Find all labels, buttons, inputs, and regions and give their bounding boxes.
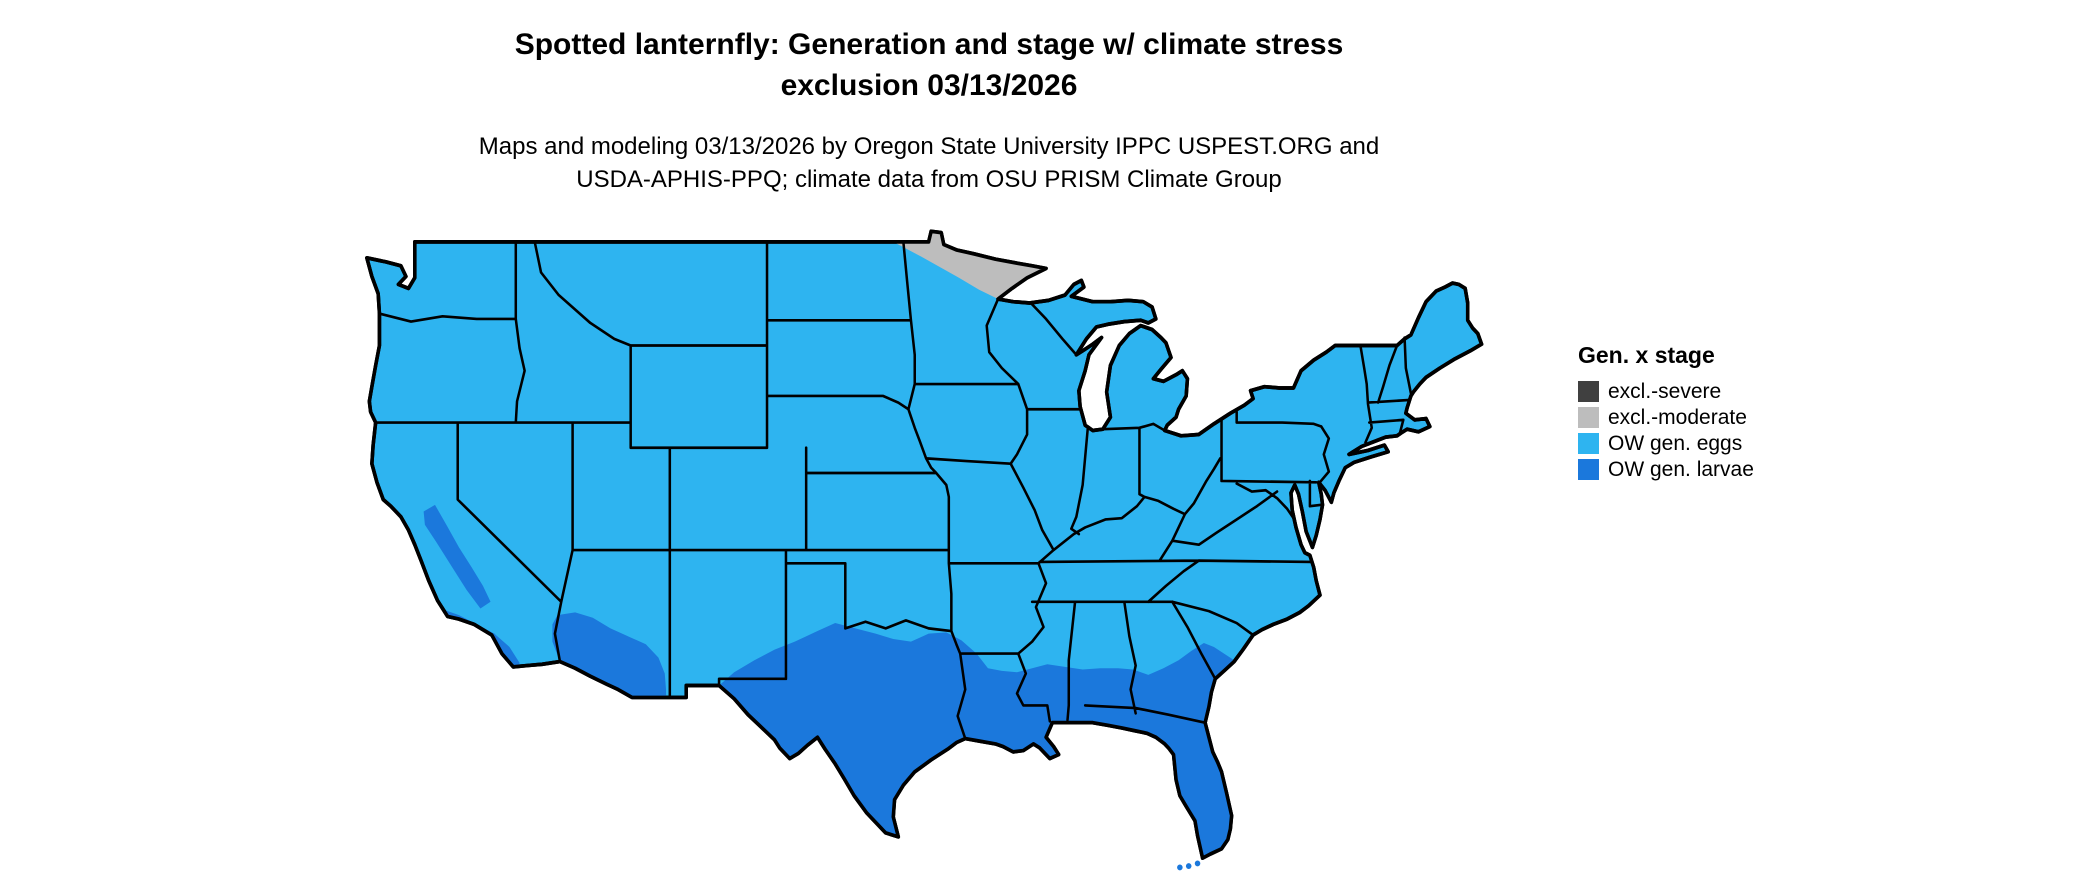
legend-swatch-excl-moderate: [1578, 407, 1599, 428]
figure-header: Spotted lanternfly: Generation and stage…: [0, 24, 1858, 196]
legend-item-excl-severe: excl.-severe: [1578, 381, 1754, 402]
map-title-line1: Spotted lanternfly: Generation and stage…: [514, 28, 1344, 61]
legend-label-excl-severe: excl.-severe: [1608, 380, 1722, 403]
region-ow-gen-larvae-central-valley: [423, 504, 491, 609]
region-excl-moderate-minnesota: [893, 231, 1048, 300]
map-subtitle-line2: USDA-APHIS-PPQ; climate data from OSU PR…: [576, 166, 1282, 193]
florida-keys: [1177, 860, 1201, 871]
map-title-line2: exclusion 03/13/2026: [780, 69, 1078, 102]
us-map-container: [310, 222, 1522, 886]
legend-item-ow-gen-larvae: OW gen. larvae: [1578, 459, 1754, 480]
legend-item-excl-moderate: excl.-moderate: [1578, 407, 1754, 428]
state-borders: [374, 240, 1413, 740]
legend-label-ow-gen-eggs: OW gen. eggs: [1608, 432, 1743, 455]
legend-title: Gen. x stage: [1578, 342, 1715, 368]
us-map: [365, 229, 1484, 871]
legend-swatch-excl-severe: [1578, 381, 1599, 402]
legend-label-excl-moderate: excl.-moderate: [1608, 406, 1747, 429]
legend-swatch-ow-gen-eggs: [1578, 433, 1599, 454]
legend-label-ow-gen-larvae: OW gen. larvae: [1608, 458, 1754, 481]
legend-swatch-ow-gen-larvae: [1578, 459, 1599, 480]
map-subtitle-line1: Maps and modeling 03/13/2026 by Oregon S…: [478, 133, 1380, 160]
legend-item-ow-gen-eggs: OW gen. eggs: [1578, 433, 1754, 454]
us-outline: [365, 229, 1484, 860]
map-legend: Gen. x stage excl.-severe excl.-moderate…: [1578, 342, 1754, 485]
region-ow-gen-larvae-arizona: [552, 612, 667, 701]
map-subtitle: Maps and modeling 03/13/2026 by Oregon S…: [0, 130, 1858, 196]
